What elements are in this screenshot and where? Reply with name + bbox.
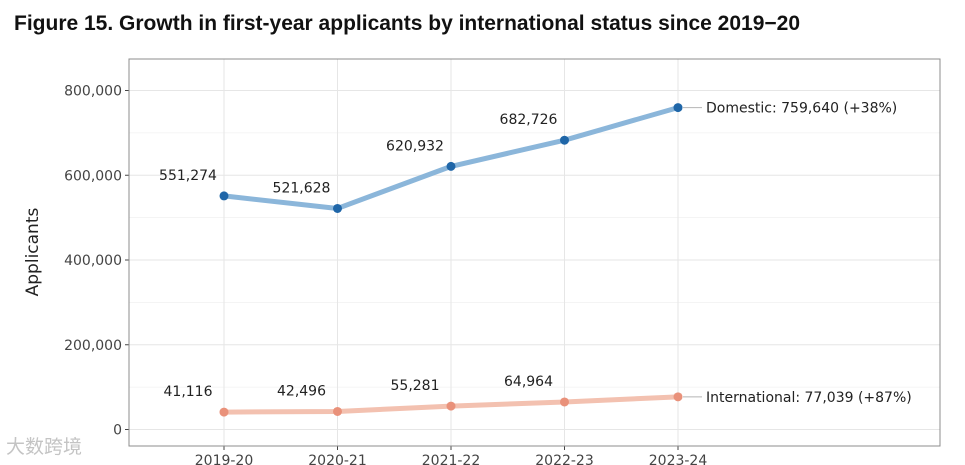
domestic-data-point — [446, 161, 456, 171]
domestic-end-label: Domestic: 759,640 (+38%) — [706, 101, 897, 117]
international-data-point — [446, 401, 456, 411]
international-data-label: 55,281 — [391, 378, 440, 394]
x-tick-label: 2023-24 — [649, 453, 708, 465]
domestic-data-label: 551,274 — [159, 168, 217, 184]
domestic-data-point — [333, 203, 342, 213]
international-data-point — [560, 397, 569, 407]
international-data-label: 41,116 — [164, 384, 213, 400]
y-tick-label: 600,000 — [64, 168, 122, 184]
x-tick-label: 2022-23 — [535, 453, 594, 465]
international-data-label: 42,496 — [277, 383, 326, 399]
international-data-point — [219, 407, 229, 417]
figure-title: Figure 15. Growth in first-year applican… — [14, 12, 801, 35]
x-tick-label: 2019-20 — [195, 453, 254, 465]
domestic-data-label: 521,628 — [273, 180, 331, 196]
domestic-data-label: 682,726 — [500, 112, 558, 128]
x-tick-label: 2021-22 — [422, 453, 481, 465]
y-tick-label: 400,000 — [64, 253, 122, 269]
domestic-data-label: 620,932 — [386, 138, 444, 154]
international-data-point — [333, 406, 342, 416]
international-end-label: International: 77,039 (+87%) — [706, 390, 912, 406]
domestic-data-point — [560, 135, 569, 145]
y-tick-label: 200,000 — [64, 338, 122, 354]
y-axis-label: Applicants — [23, 207, 43, 296]
y-tick-label: 800,000 — [64, 84, 122, 100]
domestic-data-point — [219, 191, 229, 201]
domestic-data-point — [673, 103, 683, 113]
plot-border — [128, 58, 941, 447]
y-tick-label: 0 — [113, 423, 122, 439]
watermark: 大数跨境 — [6, 436, 83, 458]
plot-panel — [129, 59, 940, 446]
x-tick-label: 2020-21 — [308, 453, 367, 465]
international-data-label: 64,964 — [504, 374, 553, 390]
international-data-point — [673, 392, 683, 402]
